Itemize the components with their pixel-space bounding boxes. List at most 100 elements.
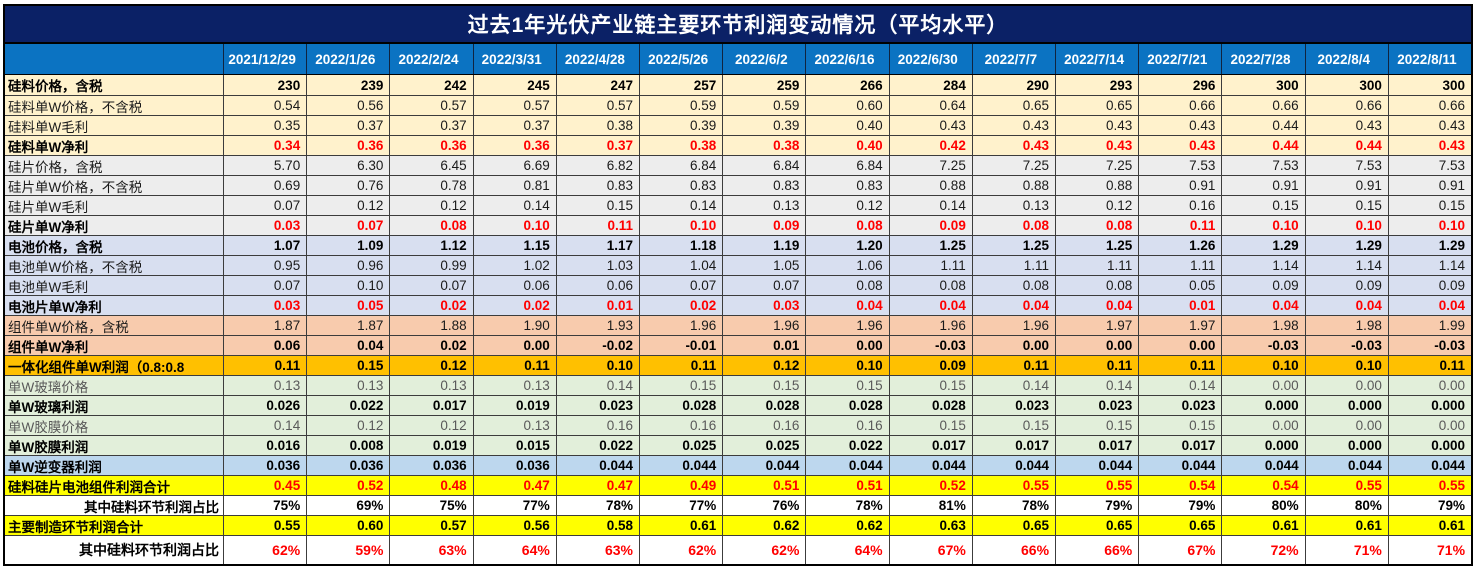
data-cell: 0.15 [306,356,389,375]
data-cell: 78% [971,496,1055,515]
data-cell: 0.08 [888,276,972,295]
data-cell: 0.06 [223,336,306,355]
data-cell: 0.015 [472,436,556,455]
data-cell: 0.64 [888,96,972,115]
data-cell: 0.022 [306,396,389,415]
data-cell: 0.37 [555,136,639,155]
data-cell: 0.88 [971,176,1055,195]
data-cell: 1.11 [888,256,972,275]
table-title: 过去1年光伏产业链主要环节利润变动情况（平均水平） [5,6,1471,44]
data-cell: 0.42 [888,136,972,155]
data-cell: 0.49 [639,476,722,495]
data-cell: 0.10 [1304,356,1388,375]
data-cell: 0.14 [223,416,306,435]
data-cell: 230 [223,75,306,95]
data-cell: 0.044 [1221,456,1304,475]
data-cell: 1.20 [805,236,888,255]
data-cell: 245 [472,75,556,95]
data-cell: 0.10 [306,276,389,295]
data-cell: 0.10 [639,216,722,235]
data-cell: 0.10 [1221,356,1304,375]
data-cell: 0.56 [472,516,556,535]
header-date-cell: 2022/2/24 [389,44,472,74]
data-cell: 6.84 [722,156,805,175]
data-cell: 0.08 [971,216,1055,235]
data-cell: 1.29 [1304,236,1388,255]
header-date-cell: 2022/1/26 [306,44,389,74]
data-cell: 1.96 [805,316,888,335]
data-cell: 0.04 [1221,296,1304,315]
data-cell: 1.96 [971,316,1055,335]
data-cell: 0.05 [306,296,389,315]
data-cell: 1.98 [1221,316,1304,335]
table-row: 硅料价格，含税 230 239 242 245 247 257 259 266 284 290 293… [5,75,1471,95]
data-cell: 0.54 [223,96,306,115]
data-cell: 0.00 [1304,416,1388,435]
data-cell: 0.07 [389,276,472,295]
data-cell: 0.00 [472,336,556,355]
data-cell: 0.14 [639,196,722,215]
data-cell: -0.01 [639,336,722,355]
row-label: 电池单W价格，不含税 [8,259,143,275]
data-cell: 0.43 [1138,116,1221,135]
data-cell: 0.09 [888,216,972,235]
data-cell: 0.14 [472,196,556,215]
data-cell: 0.05 [1138,276,1221,295]
data-cell: 0.60 [805,96,888,115]
data-cell: 72% [1221,536,1304,564]
data-cell: 62% [223,536,306,564]
data-cell: 0.56 [306,96,389,115]
data-cell: 0.45 [223,476,306,495]
data-cell: 81% [888,496,972,515]
data-cell: 259 [722,75,805,95]
data-cell: 0.48 [389,476,472,495]
data-cell: 0.54 [1138,476,1221,495]
data-cell: 0.11 [555,216,639,235]
data-cell: 0.55 [1387,476,1471,495]
data-cell: 1.11 [971,256,1055,275]
data-cell: 0.15 [1221,196,1304,215]
data-cell: 0.14 [1055,376,1138,395]
data-cell: 266 [805,75,888,95]
data-cell: 257 [639,75,722,95]
data-cell: 7.53 [1387,156,1471,175]
data-cell: 0.08 [805,216,888,235]
data-cell: 0.14 [555,376,639,395]
data-cell: 0.83 [555,176,639,195]
data-cell: 1.19 [722,236,805,255]
table-row: 硅料硅片电池组件利润合计 0.45 0.52 0.48 0.47 0.47 0.49 0.51… [5,475,1471,495]
data-cell: 0.04 [971,296,1055,315]
data-cell: 0.00 [1221,376,1304,395]
data-cell: 0.36 [306,136,389,155]
data-cell: 0.09 [1387,276,1471,295]
data-cell: 0.57 [389,516,472,535]
data-cell: 0.044 [1138,456,1221,475]
data-cell: 0.65 [971,516,1055,535]
data-cell: 0.08 [971,276,1055,295]
data-cell: 1.07 [223,236,306,255]
data-cell: 1.25 [1055,236,1138,255]
data-cell: 0.36 [472,136,556,155]
data-cell: 1.03 [555,256,639,275]
row-label: 电池价格，含税 [8,239,103,255]
data-cell: 0.51 [722,476,805,495]
data-cell: 1.87 [306,316,389,335]
data-cell: 7.53 [1138,156,1221,175]
data-cell: 63% [389,536,472,564]
data-cell: 0.55 [1304,476,1388,495]
data-cell: 1.17 [555,236,639,255]
data-cell: 0.026 [223,396,306,415]
data-cell: 0.65 [1055,96,1138,115]
data-cell: 0.11 [971,356,1055,375]
data-cell: 0.008 [306,436,389,455]
data-cell: 0.66 [1387,96,1471,115]
data-cell: 0.12 [805,196,888,215]
row-label: 单W逆变器利润 [8,459,102,475]
data-cell: 0.15 [1055,416,1138,435]
data-cell: 0.47 [472,476,556,495]
table-row: 硅片单W毛利 0.07 0.12 0.12 0.14 0.15 0.14 0.13 0.12 0.… [5,195,1471,215]
row-label: 单W胶膜利润 [8,439,89,455]
data-cell: 0.07 [639,276,722,295]
data-cell: 0.023 [1055,396,1138,415]
data-cell: 0.57 [389,96,472,115]
